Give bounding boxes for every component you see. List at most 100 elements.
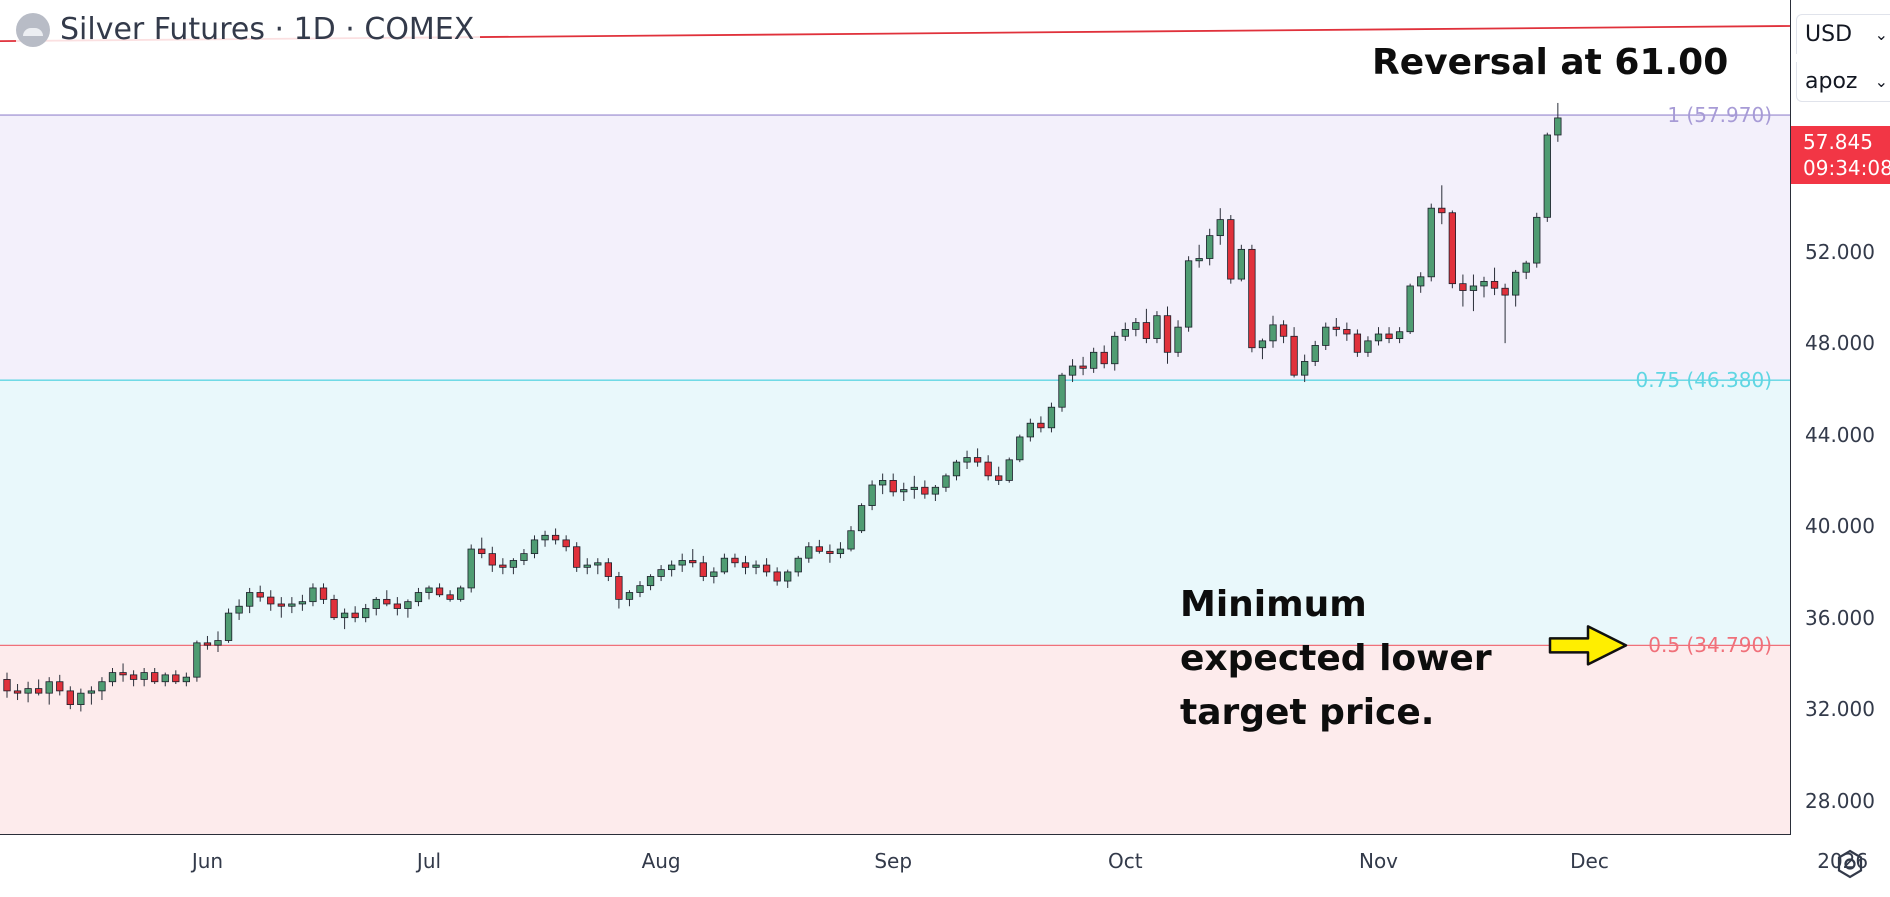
candle — [446, 590, 454, 602]
candle — [140, 668, 148, 687]
candle-body — [277, 603, 285, 607]
candle-body — [446, 594, 454, 600]
chart-header: Silver Futures · 1D · COMEX — [16, 12, 481, 47]
candle — [467, 544, 475, 593]
candle — [24, 681, 32, 703]
candle-body — [467, 548, 475, 589]
candle — [435, 583, 444, 598]
candle — [1058, 372, 1066, 412]
candle-body — [1385, 333, 1393, 339]
candle-body — [1554, 117, 1562, 136]
candle-body — [87, 690, 96, 694]
candle-body — [267, 596, 275, 605]
candle-body — [889, 480, 897, 493]
candle-body — [668, 564, 676, 571]
candle-body — [1121, 329, 1129, 337]
candle — [383, 590, 391, 607]
candle-body — [1353, 333, 1362, 353]
candle-body — [1079, 365, 1087, 369]
candle-body — [1364, 340, 1372, 353]
candle-body — [509, 560, 518, 568]
time-tick: Nov — [1358, 849, 1399, 873]
candle — [1258, 338, 1267, 360]
candle — [499, 558, 507, 575]
candle-body — [784, 571, 792, 582]
candle — [1501, 283, 1509, 344]
candle-body — [435, 587, 444, 596]
candlestick-chart — [0, 25, 1790, 835]
candle-body — [203, 642, 212, 646]
candle — [1090, 347, 1098, 373]
candle-body — [1237, 248, 1245, 280]
candle-body — [1068, 365, 1077, 376]
candle — [1490, 267, 1499, 296]
candle-body — [826, 550, 834, 555]
candle — [214, 631, 222, 652]
candle-body — [1090, 351, 1098, 369]
price-tick: 48.000 — [1805, 331, 1875, 356]
candle-body — [952, 461, 961, 477]
candle-body — [98, 681, 106, 692]
candle — [1343, 322, 1351, 341]
candle — [319, 583, 328, 604]
unit-select[interactable]: apoz ⌄ — [1796, 62, 1890, 102]
candle-body — [161, 674, 169, 683]
candle-body — [646, 576, 655, 587]
candle — [1174, 320, 1182, 357]
candle-body — [1248, 248, 1256, 349]
candle-body — [1533, 216, 1541, 264]
time-tick: Sep — [874, 849, 913, 873]
candle-body — [815, 546, 823, 552]
candle — [551, 528, 560, 545]
candle — [784, 569, 792, 588]
settings-icon[interactable] — [1834, 848, 1866, 880]
candle — [879, 473, 887, 495]
currency-value: USD — [1805, 22, 1853, 47]
candle-body — [562, 539, 570, 548]
candle — [340, 608, 349, 630]
candle — [1269, 315, 1277, 348]
candle — [1005, 457, 1013, 483]
time-axis[interactable]: Jun Jul Aug Sep Oct Nov Dec 2026 — [0, 834, 1868, 897]
candle — [1322, 322, 1330, 351]
currency-select[interactable]: USD ⌄ — [1796, 14, 1890, 54]
candle-body — [193, 642, 201, 678]
price-tick: 44.000 — [1805, 422, 1875, 447]
candle-body — [615, 576, 623, 600]
candle — [298, 594, 307, 611]
candle-body — [1026, 422, 1034, 438]
target-annotation: Minimum expected lower target price. — [1180, 584, 1492, 733]
chart-area[interactable]: Silver Futures · 1D · COMEX 1 (57.970) 0.… — [0, 0, 1790, 835]
candle — [1406, 283, 1414, 334]
candle-body — [710, 571, 718, 577]
candle — [193, 640, 201, 682]
candle — [1374, 327, 1383, 346]
candle — [1364, 336, 1372, 357]
candle-body — [383, 598, 391, 605]
candle-body — [879, 480, 887, 486]
candle — [425, 585, 433, 600]
candle-body — [66, 690, 74, 706]
candle-body — [45, 681, 53, 694]
candle-body — [520, 553, 528, 561]
chevron-down-icon: ⌄ — [1874, 25, 1888, 44]
candle — [710, 567, 718, 584]
candle-body — [857, 505, 866, 532]
candle-body — [1047, 406, 1056, 429]
candle — [699, 555, 707, 582]
candle-body — [921, 486, 929, 495]
time-tick: Jul — [416, 849, 442, 873]
candle-body — [984, 461, 992, 477]
candle-body — [1480, 280, 1488, 287]
candle — [119, 663, 127, 682]
candle — [1290, 327, 1298, 378]
candle — [1121, 322, 1129, 341]
candle-body — [1206, 235, 1214, 259]
candle-body — [1227, 219, 1235, 280]
candle — [1132, 317, 1140, 337]
candle — [13, 684, 22, 701]
candle — [657, 565, 665, 582]
candle-body — [1459, 283, 1467, 291]
candle — [847, 526, 855, 552]
candle-body — [762, 564, 771, 573]
